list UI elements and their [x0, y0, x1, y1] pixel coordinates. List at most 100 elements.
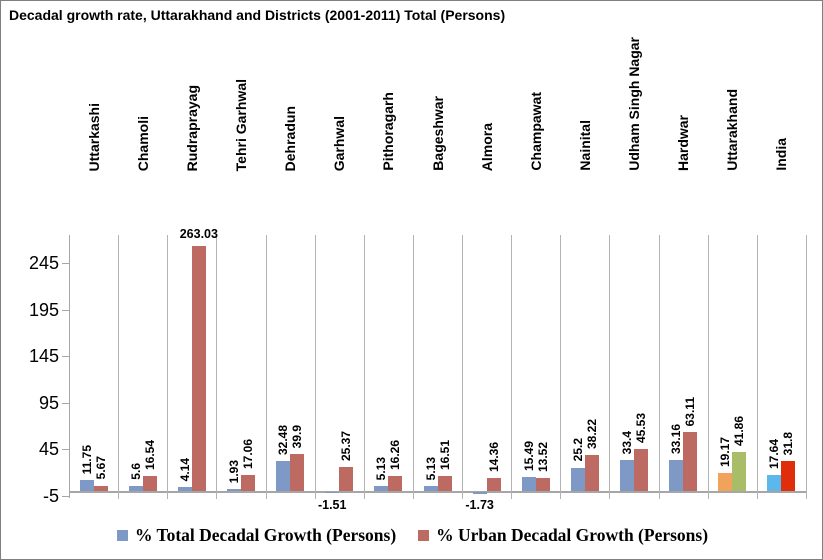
y-tick-mark — [62, 356, 69, 358]
bar-rudraprayag-s0 — [177, 487, 192, 491]
bar-dehradun-s1 — [290, 453, 305, 491]
value-label: 45.53 — [634, 412, 649, 443]
value-label: 39.9 — [290, 424, 305, 448]
category-gridline — [167, 235, 169, 499]
category-gridline — [412, 235, 414, 499]
value-label: -1.51 — [317, 498, 347, 512]
x-axis-line — [69, 491, 806, 493]
category-label-champawat: Champawat — [527, 92, 544, 171]
bar-india-s0 — [767, 474, 782, 491]
value-label: 19.17 — [718, 437, 733, 468]
value-label: -1.73 — [465, 498, 494, 512]
y-tick-mark — [62, 309, 69, 311]
category-gridline — [216, 235, 218, 499]
category-label-uttarkashi: Uttarkashi — [85, 102, 102, 171]
y-tick-label: 195 — [28, 299, 59, 320]
bar-hardwar-s1 — [683, 432, 698, 491]
legend-swatch-total — [116, 530, 128, 541]
category-gridline — [560, 235, 562, 499]
category-label-bageshwar: Bageshwar — [429, 96, 446, 171]
bar-bageshwar-s1 — [437, 475, 452, 491]
bar-udham-singh-nagar-s1 — [634, 448, 649, 491]
category-gridline — [462, 235, 464, 499]
value-label: 31.8 — [781, 432, 796, 456]
legend-label-urban: % Urban Decadal Growth (Persons) — [436, 525, 709, 545]
bar-chamoli-s0 — [128, 485, 143, 491]
value-label: 17.64 — [767, 438, 782, 469]
category-gridline — [707, 235, 709, 499]
value-label: 25.2 — [570, 438, 585, 462]
bar-rudraprayag-s1 — [191, 246, 206, 491]
category-label-nainital: Nainital — [576, 120, 593, 171]
y-tick-mark — [62, 495, 69, 497]
bar-pithoragarh-s0 — [374, 486, 389, 491]
bar-tehri-garhwal-s1 — [240, 475, 255, 491]
y-tick-label: 145 — [28, 346, 59, 367]
y-tick-mark — [62, 402, 69, 404]
category-gridline — [118, 235, 120, 499]
value-label: 11.75 — [79, 444, 94, 475]
y-tick-label: 245 — [28, 253, 59, 274]
category-label-udham-singh-nagar: Udham Singh Nagar — [626, 37, 643, 171]
bar-uttarkashi-s0 — [79, 480, 94, 491]
value-label: 5.13 — [423, 456, 438, 481]
value-label: 4.14 — [177, 457, 192, 482]
bar-hardwar-s0 — [669, 460, 684, 491]
bar-almora-s1 — [486, 477, 501, 491]
value-label: 13.52 — [535, 442, 550, 473]
category-label-garhwal: Garhwal — [331, 115, 348, 171]
legend-label-total: % Total Decadal Growth (Persons) — [134, 525, 397, 545]
y-axis-line — [69, 235, 70, 498]
legend-swatch-urban — [418, 530, 430, 541]
category-label-uttarakhand: Uttarakhand — [724, 89, 741, 171]
bar-uttarkashi-s1 — [93, 485, 108, 491]
category-gridline — [265, 235, 267, 499]
value-label: 14.36 — [486, 441, 501, 472]
value-label: 32.48 — [276, 424, 291, 455]
bar-almora-s0 — [472, 492, 487, 494]
category-label-tehri-garhwal: Tehri Garhwal — [232, 78, 249, 171]
category-gridline — [609, 235, 611, 499]
category-gridline — [658, 235, 660, 499]
category-label-dehradun: Dehradun — [282, 105, 299, 171]
category-gridline — [511, 235, 513, 499]
bar-champawat-s0 — [521, 476, 536, 491]
bar-bageshwar-s0 — [423, 486, 438, 491]
value-label: 16.51 — [437, 439, 452, 470]
value-label: 17.06 — [240, 439, 255, 470]
bar-udham-singh-nagar-s0 — [620, 459, 635, 491]
bar-garhwal-s0 — [325, 492, 340, 494]
value-label: 38.22 — [584, 419, 599, 450]
category-gridline — [806, 235, 807, 499]
y-tick-label: 95 — [38, 392, 59, 413]
bar-nainital-s0 — [570, 467, 585, 491]
value-label: 263.03 — [179, 227, 218, 242]
value-label: 33.4 — [620, 430, 635, 454]
legend-item-urban: % Urban Decadal Growth (Persons) — [418, 525, 708, 546]
y-tick-label: 45 — [38, 439, 59, 460]
legend-item-total: % Total Decadal Growth (Persons) — [116, 525, 397, 546]
value-label: 5.67 — [93, 456, 108, 480]
category-label-almora: Almora — [478, 122, 495, 171]
value-label: 16.26 — [388, 439, 403, 470]
bar-india-s1 — [781, 461, 796, 491]
value-label: 63.11 — [683, 396, 698, 427]
category-label-hardwar: Hardwar — [675, 114, 692, 171]
category-label-india: India — [773, 138, 790, 171]
value-label: 15.49 — [521, 440, 536, 471]
legend: % Total Decadal Growth (Persons) % Urban… — [1, 525, 822, 546]
category-gridline — [756, 235, 758, 499]
category-label-rudraprayag: Rudraprayag — [183, 84, 200, 171]
category-label-pithoragarh: Pithoragarh — [380, 92, 397, 171]
category-gridline — [314, 235, 316, 499]
bar-dehradun-s0 — [276, 460, 291, 491]
value-label: 5.13 — [374, 456, 389, 481]
bar-garhwal-s1 — [339, 467, 354, 491]
y-tick-mark — [62, 263, 69, 265]
bar-uttarakhand-s1 — [732, 452, 747, 491]
bar-tehri-garhwal-s0 — [226, 489, 241, 491]
value-label: 5.6 — [128, 463, 143, 480]
value-label: 1.93 — [226, 459, 241, 484]
y-tick-mark — [62, 449, 69, 451]
